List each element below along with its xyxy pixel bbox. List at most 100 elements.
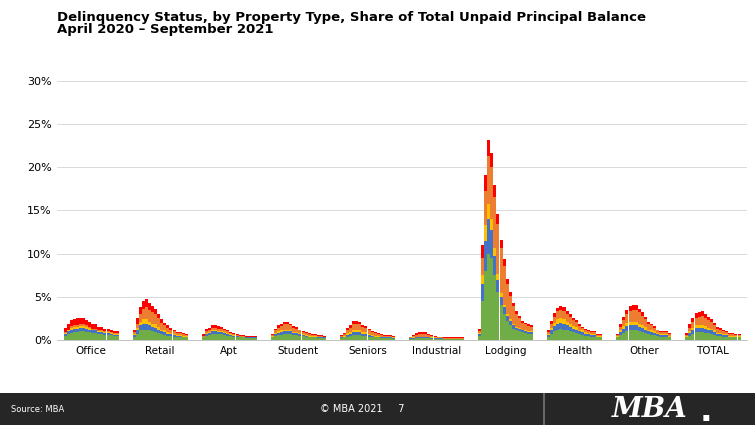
Bar (418, 337, 421, 338)
Bar (439, 338, 442, 339)
Bar (301, 334, 304, 335)
Bar (271, 334, 274, 335)
Bar (619, 324, 622, 327)
Bar (371, 337, 374, 340)
Bar (704, 329, 707, 333)
Bar (530, 327, 533, 332)
Bar (704, 317, 707, 326)
Bar (160, 323, 163, 330)
Bar (732, 334, 735, 336)
Bar (251, 338, 254, 340)
Bar (616, 336, 619, 337)
Bar (157, 330, 160, 333)
Bar (214, 325, 217, 328)
Bar (509, 296, 512, 319)
Bar (157, 318, 160, 327)
Bar (484, 271, 487, 340)
Bar (569, 323, 572, 327)
Bar (509, 292, 512, 296)
Bar (662, 334, 665, 335)
Bar (286, 322, 289, 324)
Bar (518, 316, 521, 318)
Bar (644, 327, 647, 330)
Bar (647, 334, 650, 340)
Bar (506, 321, 509, 340)
Bar (572, 332, 575, 340)
Bar (729, 336, 732, 337)
Bar (656, 330, 659, 331)
Bar (169, 328, 172, 330)
Bar (76, 318, 79, 325)
Bar (515, 314, 518, 327)
Bar (503, 305, 506, 307)
Bar (365, 328, 368, 332)
Bar (616, 335, 619, 336)
Bar (497, 214, 500, 224)
Bar (145, 319, 148, 323)
Bar (166, 336, 169, 340)
Bar (169, 336, 172, 340)
Bar (478, 334, 481, 336)
Bar (169, 330, 172, 333)
Bar (286, 324, 289, 330)
Bar (665, 335, 668, 337)
Bar (220, 329, 223, 332)
Bar (230, 335, 233, 336)
Bar (581, 335, 584, 340)
Bar (271, 337, 274, 340)
Bar (701, 332, 704, 340)
Bar (729, 333, 732, 334)
Bar (63, 336, 66, 340)
Bar (481, 284, 484, 301)
Bar (506, 316, 509, 321)
Bar (274, 333, 277, 334)
Bar (340, 335, 343, 336)
Bar (575, 333, 578, 340)
Bar (392, 336, 395, 337)
Bar (314, 334, 317, 335)
Bar (524, 333, 527, 340)
Bar (632, 325, 635, 331)
Bar (515, 331, 518, 340)
Bar (82, 332, 85, 340)
Bar (635, 325, 638, 331)
Bar (349, 336, 352, 340)
Bar (409, 339, 412, 340)
Bar (163, 325, 166, 331)
Bar (628, 311, 631, 322)
Bar (323, 337, 326, 338)
Bar (307, 337, 310, 340)
Bar (575, 322, 578, 327)
Bar (349, 332, 352, 334)
Bar (710, 319, 713, 322)
Bar (713, 325, 716, 331)
Bar (455, 339, 458, 340)
Bar (314, 337, 317, 340)
Bar (644, 333, 647, 340)
Bar (151, 332, 154, 340)
Bar (116, 335, 119, 336)
Bar (726, 334, 729, 335)
Bar (304, 337, 307, 340)
Bar (722, 337, 725, 340)
Bar (638, 312, 641, 323)
Bar (641, 316, 644, 325)
Bar (524, 324, 527, 331)
Bar (619, 331, 622, 332)
Bar (311, 336, 314, 337)
Bar (289, 323, 292, 325)
Bar (449, 337, 452, 338)
Bar (66, 332, 69, 334)
Bar (346, 337, 349, 340)
Bar (179, 332, 182, 333)
Bar (521, 331, 524, 332)
Bar (223, 333, 226, 335)
Bar (154, 309, 157, 314)
Bar (421, 338, 424, 340)
Bar (565, 322, 569, 325)
Bar (100, 332, 103, 334)
Bar (632, 322, 635, 325)
Bar (151, 306, 154, 312)
Bar (277, 332, 280, 333)
Bar (226, 336, 230, 340)
